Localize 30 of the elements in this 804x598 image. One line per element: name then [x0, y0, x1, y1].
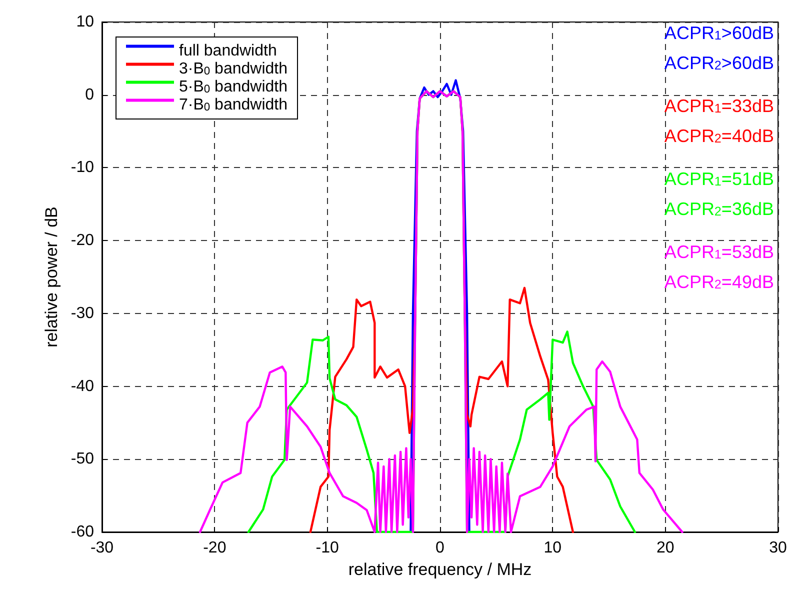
line-series: [410, 79, 470, 534]
y-tick-label: -40: [70, 378, 94, 395]
annotation: ACPR2=36dB: [664, 199, 774, 219]
annotation: ACPR2>60dB: [664, 53, 774, 73]
x-tick-label: 20: [656, 540, 674, 556]
legend-label: full bandwidth: [179, 42, 277, 60]
y-tick-label: -30: [70, 304, 94, 322]
x-tick-label: 30: [769, 540, 787, 556]
legend-label: 7·B0 bandwidth: [179, 96, 288, 114]
y-tick-label: -50: [70, 450, 94, 468]
annotation: ACPR1>60dB: [664, 23, 774, 43]
y-tick-label: -60: [70, 524, 94, 540]
annotation: ACPR2=49dB: [664, 272, 774, 292]
legend-label: 5·B0 bandwidth: [179, 78, 288, 96]
y-tick-label: -20: [70, 232, 94, 250]
annotation: ACPR1=51dB: [664, 169, 774, 189]
x-tick-label: -10: [316, 540, 339, 556]
annotation: ACPR1=33dB: [664, 96, 774, 116]
y-tick-label: -10: [70, 159, 94, 176]
x-tick-label: 0: [436, 540, 445, 556]
annotation: ACPR2=40dB: [664, 126, 774, 146]
x-axis-title: relative frequency / MHz: [348, 560, 532, 579]
y-tick-label: 0: [85, 86, 94, 104]
y-tick-label: 10: [76, 14, 94, 30]
legend-label: 3·B0 bandwidth: [179, 60, 288, 78]
x-tick-label: -20: [203, 540, 226, 556]
y-axis-title: relative power / dB: [42, 206, 61, 348]
x-tick-label: -30: [90, 540, 114, 556]
annotation: ACPR1=53dB: [664, 242, 774, 262]
x-tick-label: 10: [544, 540, 562, 556]
